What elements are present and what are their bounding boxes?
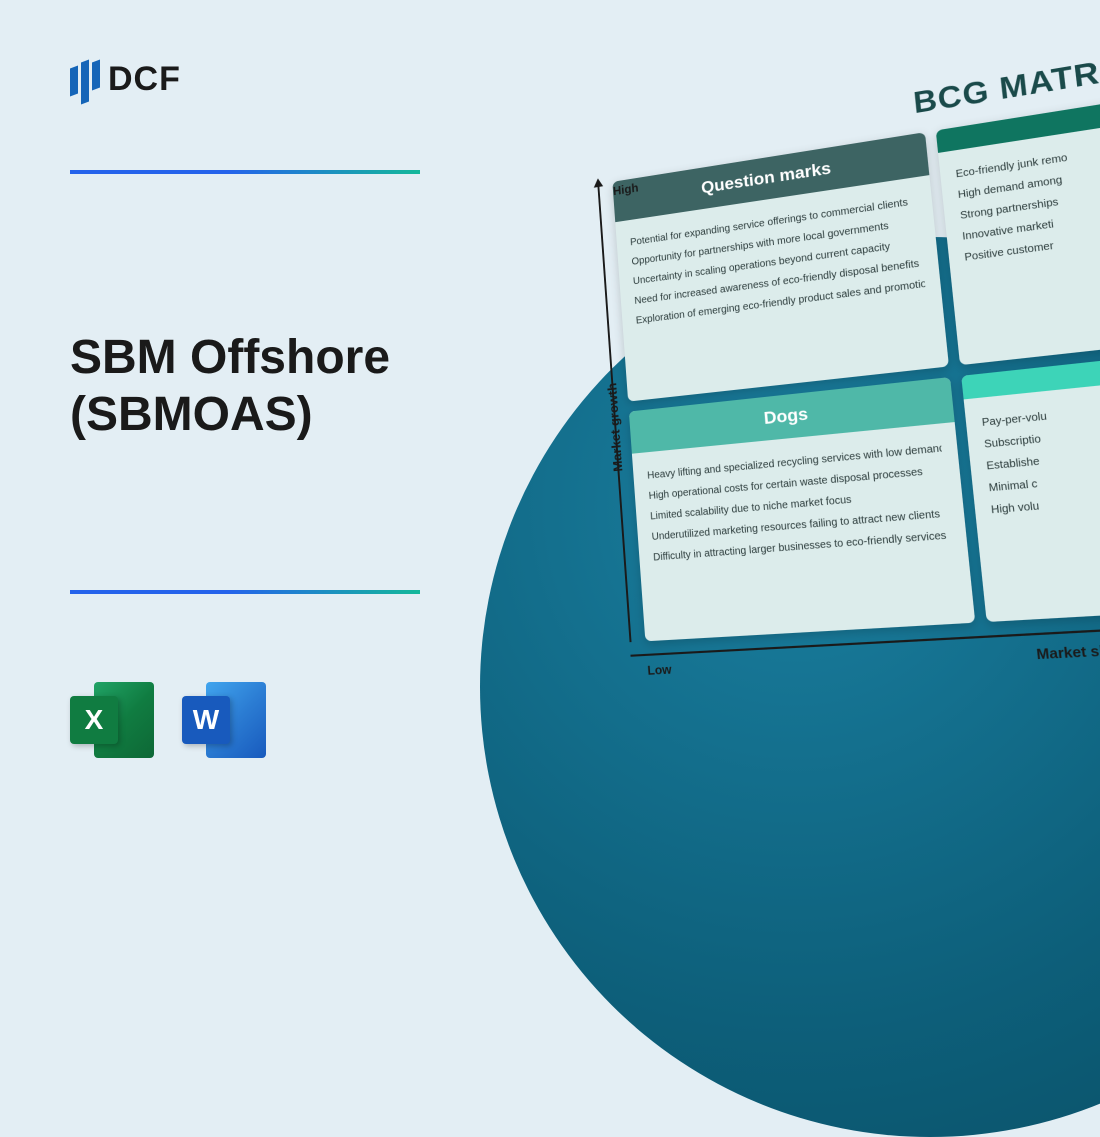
page-title: SBM Offshore (SBMOAS) xyxy=(70,330,390,443)
quadrant-stars: Eco-friendly junk remoHigh demand amongS… xyxy=(936,91,1100,366)
word-icon: W xyxy=(182,678,266,762)
logo-bars-icon xyxy=(70,55,100,103)
excel-icon: X xyxy=(70,678,154,762)
divider-bottom xyxy=(70,590,420,594)
logo: DCF xyxy=(70,55,181,103)
divider-top xyxy=(70,170,420,174)
quadrant-question-marks: Question marks Potential for expanding s… xyxy=(612,132,949,401)
matrix-grid: Market growth Market share High Low Ques… xyxy=(573,91,1100,683)
y-axis-label: Market growth xyxy=(605,382,626,472)
x-axis-label: Market share xyxy=(1036,641,1100,663)
excel-letter: X xyxy=(70,696,118,744)
stars-body: Eco-friendly junk remoHigh demand amongS… xyxy=(938,114,1100,365)
y-axis-low: Low xyxy=(647,662,672,678)
word-letter: W xyxy=(182,696,230,744)
title-line1: SBM Offshore xyxy=(70,331,390,384)
cash-cows-body: Pay-per-voluSubscriptioEstablisheMinimal… xyxy=(964,373,1100,622)
bcg-matrix: BCG MATRIX Market growth Market share Hi… xyxy=(570,42,1100,683)
quadrant-dogs: Dogs Heavy lifting and specialized recyc… xyxy=(629,377,975,641)
quadrant-cash-cows: Pay-per-voluSubscriptioEstablisheMinimal… xyxy=(961,348,1100,622)
logo-text: DCF xyxy=(108,60,181,99)
app-icons: X W xyxy=(70,678,266,762)
title-line2: (SBMOAS) xyxy=(70,388,313,441)
dogs-body: Heavy lifting and specialized recycling … xyxy=(632,422,975,641)
